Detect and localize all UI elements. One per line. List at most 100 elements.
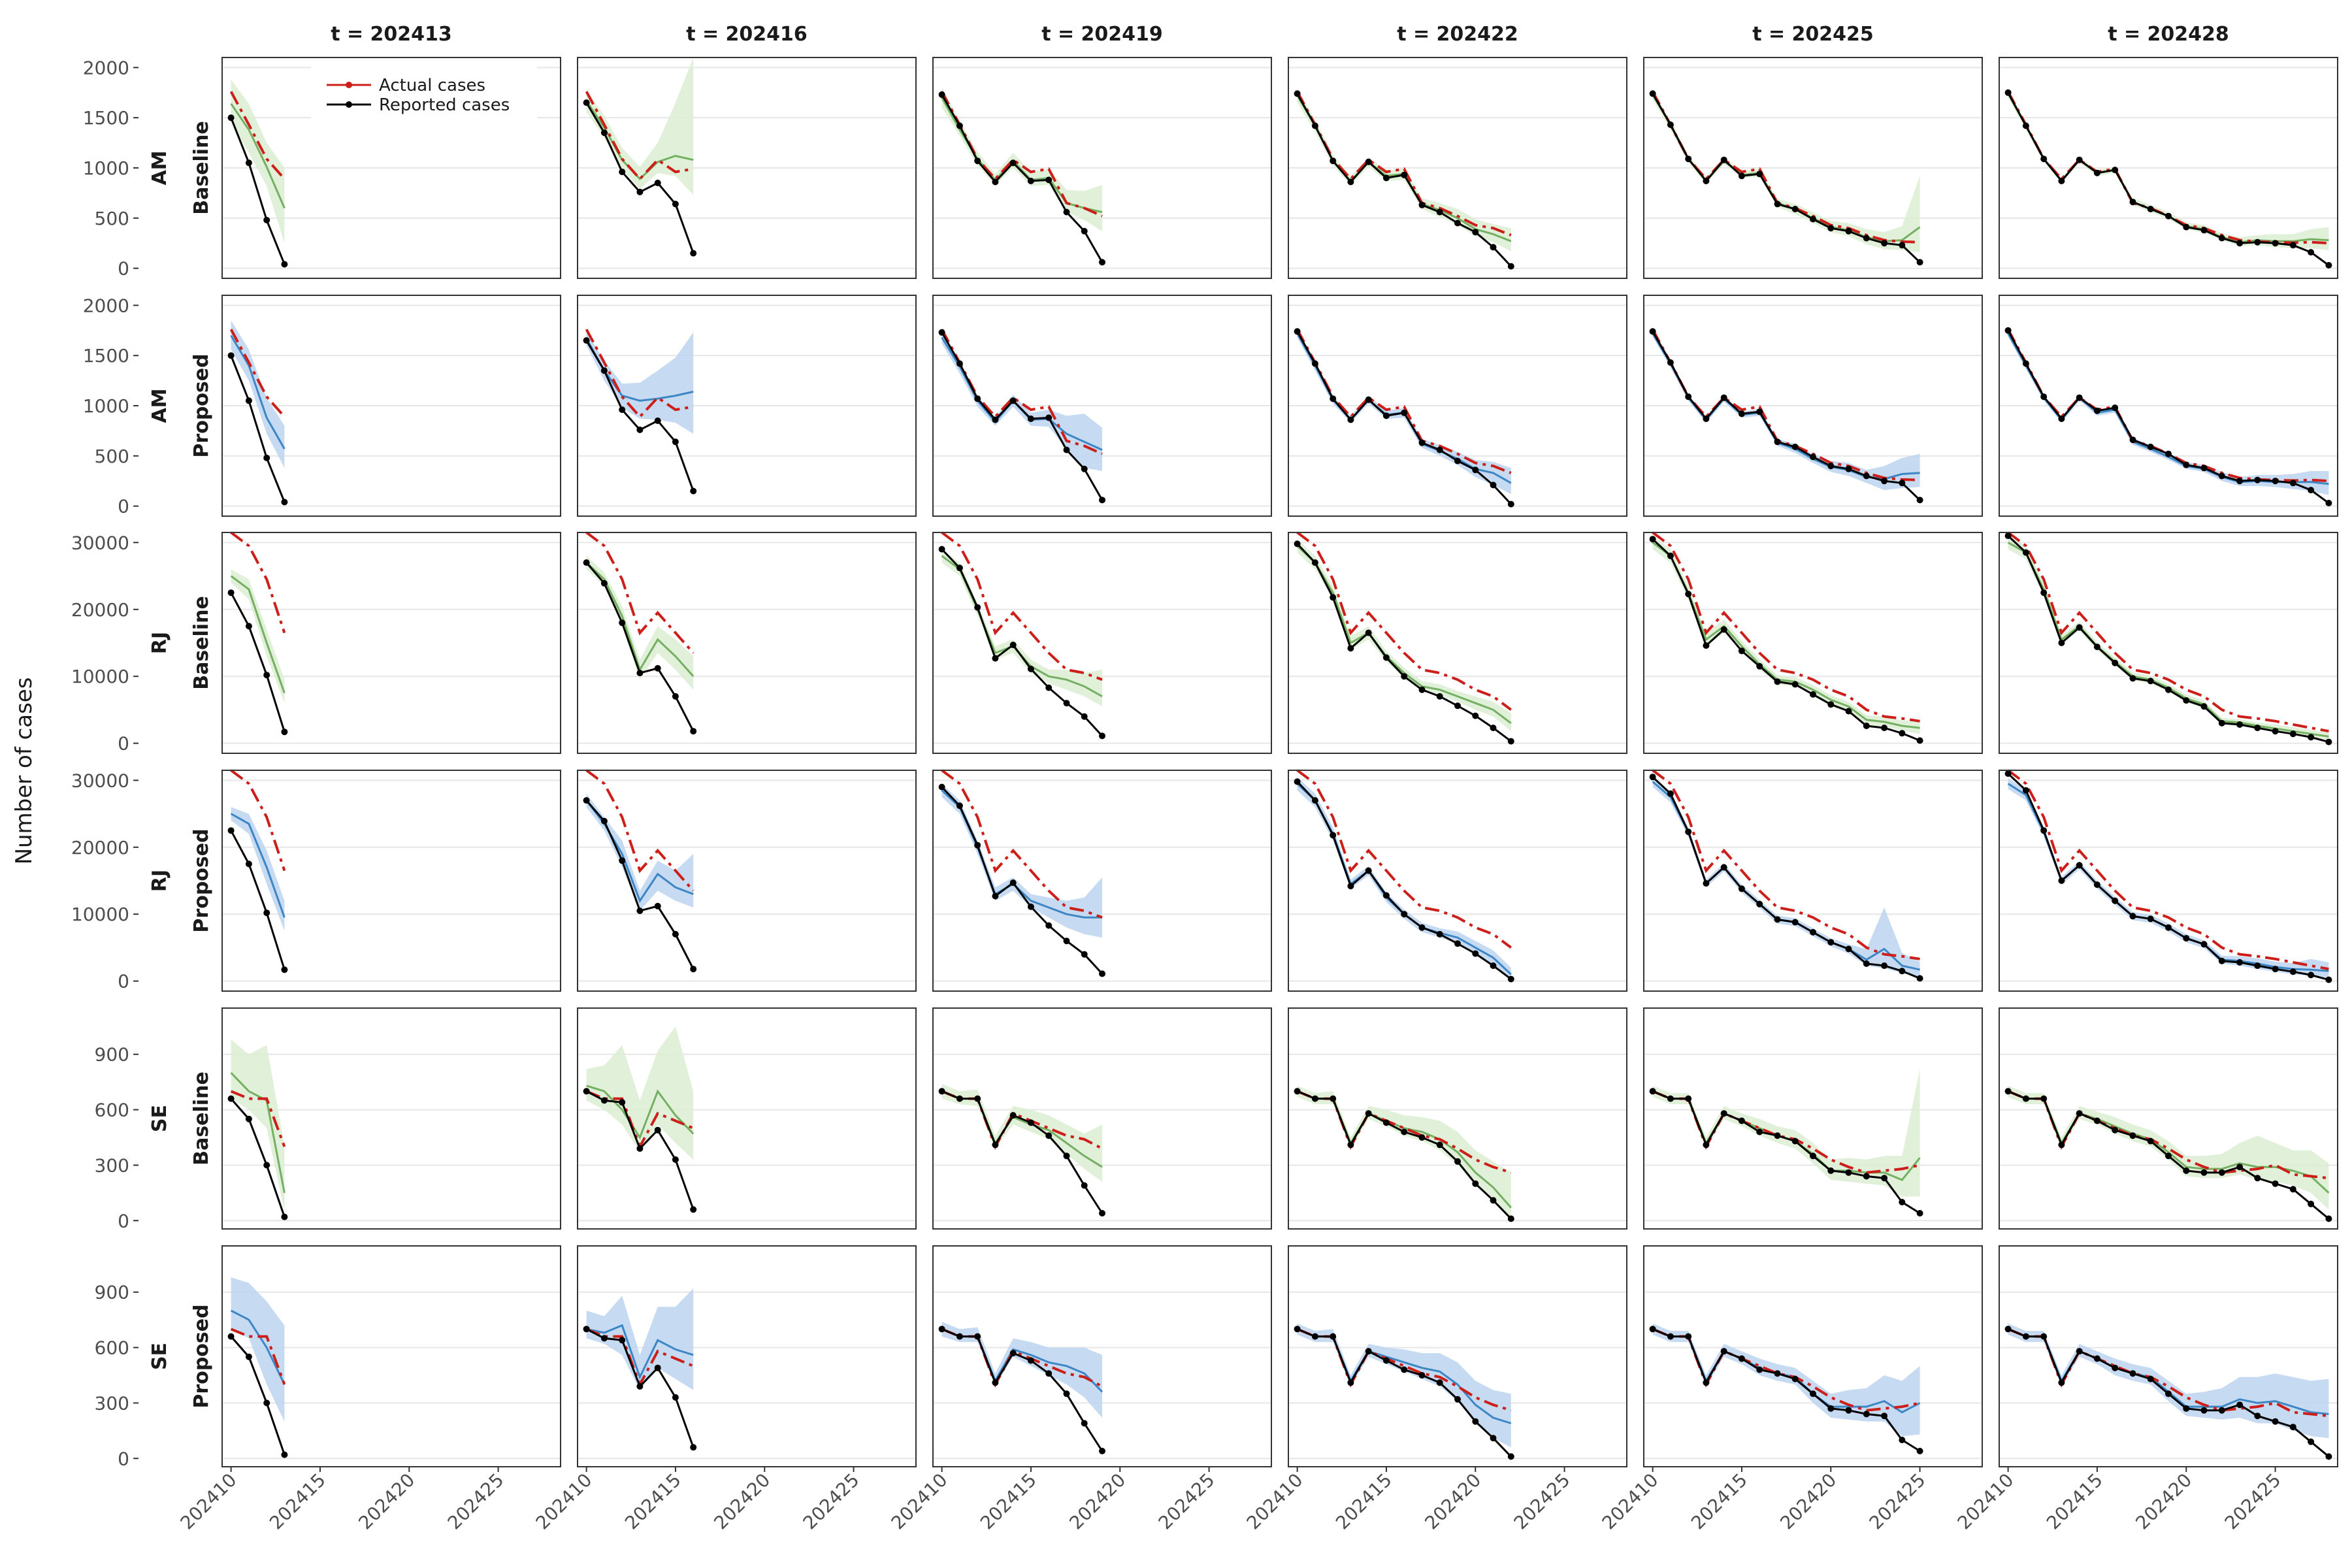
panel-border <box>1288 295 1627 517</box>
actual-cases-line <box>585 329 694 419</box>
reported-cases-point <box>2272 1418 2279 1425</box>
reported-cases-point <box>938 91 945 98</box>
reported-cases-point <box>956 802 963 809</box>
reported-cases-point <box>1720 156 1727 163</box>
panel-se-baseline-202422 <box>1288 1007 1627 1230</box>
reported-cases-point <box>1311 122 1318 129</box>
reported-cases-point <box>1365 629 1372 636</box>
reported-cases-point <box>281 498 288 506</box>
reported-cases-point <box>1009 642 1017 649</box>
y-tick-label: 2000 <box>83 57 129 78</box>
reported-cases-point <box>1472 466 1479 474</box>
reported-cases-point <box>227 1333 235 1340</box>
reported-cases-point <box>1347 1141 1354 1149</box>
reported-cases-point <box>227 1095 235 1102</box>
reported-cases-point <box>1045 922 1053 929</box>
reported-cases-point <box>1472 950 1479 957</box>
panel-border <box>1999 770 2338 992</box>
reported-cases-point <box>1774 438 1781 446</box>
reported-cases-point <box>690 1444 697 1451</box>
reported-cases-point <box>2058 178 2065 184</box>
reported-cases-point <box>245 159 252 167</box>
panel-border <box>932 532 1272 754</box>
baseline-nowcast-line <box>230 103 286 209</box>
reported-cases-point <box>1365 867 1372 874</box>
reported-cases-point <box>1063 938 1070 945</box>
reported-cases-point <box>1454 220 1461 227</box>
reported-cases-point <box>2147 915 2154 923</box>
reported-cases-point <box>2022 122 2029 129</box>
reported-cases-point <box>1009 159 1017 167</box>
reported-cases-point <box>583 1326 590 1333</box>
panel-background <box>222 532 561 753</box>
panel-rj-baseline-202422 <box>1288 531 1627 754</box>
reported-cases-point <box>619 406 626 414</box>
reported-cases-point <box>1009 1112 1017 1119</box>
panel-border <box>1288 1245 1627 1467</box>
reported-cases-point <box>1401 171 1408 178</box>
reported-cases-point <box>1418 201 1426 208</box>
reported-cases-point <box>2200 465 2208 472</box>
reported-cases-point <box>2147 1375 2154 1382</box>
reported-cases-point <box>992 1141 999 1149</box>
reported-cases-point <box>2076 394 2083 401</box>
y-tick-label: 600 <box>95 1100 129 1121</box>
reported-cases-point <box>1845 227 1852 235</box>
reported-cases-point <box>1382 1357 1390 1364</box>
reported-cases-point <box>1791 1375 1799 1382</box>
reported-cases-point <box>2236 959 2244 966</box>
panel-border <box>221 532 561 754</box>
reported-cases-point <box>227 114 235 122</box>
panel-background <box>1644 1246 1982 1467</box>
reported-cases-point <box>1027 1357 1034 1364</box>
reported-cases-point <box>1027 665 1034 672</box>
reported-cases-point <box>1347 883 1354 890</box>
panel-se-proposed-202419 <box>932 1245 1272 1467</box>
panel-border <box>1643 770 1983 992</box>
reported-cases-point <box>583 1088 590 1095</box>
reported-cases-point <box>1027 178 1034 184</box>
reported-cases-point <box>1916 737 1923 744</box>
reported-cases-point <box>281 1213 288 1220</box>
reported-cases-line <box>941 94 1103 263</box>
panel-am-proposed-202416 <box>577 295 917 517</box>
baseline-nowcast-line <box>586 1085 694 1140</box>
baseline-interval-band <box>1652 1069 1920 1197</box>
reported-cases-point <box>992 892 999 900</box>
reported-cases-point <box>1810 691 1816 698</box>
reported-cases-point <box>1810 453 1816 461</box>
reported-cases-point <box>281 261 288 268</box>
actual-cases-line <box>229 329 286 418</box>
baseline-nowcast-line <box>585 562 694 678</box>
reported-cases-point <box>1472 229 1479 236</box>
reported-cases-point <box>2058 640 2065 646</box>
reported-cases-point <box>1401 409 1408 416</box>
reported-cases-point <box>2112 659 2119 666</box>
reported-cases-point <box>2254 238 2261 246</box>
reported-cases-point <box>1347 645 1354 652</box>
reported-cases-point <box>1810 1390 1816 1397</box>
reported-cases-point <box>1667 1095 1674 1102</box>
reported-cases-point <box>1756 408 1763 416</box>
proposed-interval-band <box>1652 1323 1920 1437</box>
panel-am-proposed-202425 <box>1643 295 1983 517</box>
reported-cases-point <box>1774 678 1781 685</box>
baseline-nowcast-line <box>230 575 286 694</box>
reported-cases-point <box>1081 227 1088 235</box>
reported-cases-point <box>619 1337 626 1344</box>
panel-border <box>221 1245 561 1467</box>
reported-cases-point <box>690 966 697 973</box>
reported-cases-point <box>2200 941 2208 948</box>
reported-cases-point <box>2129 675 2136 682</box>
y-tick-label: 300 <box>95 1154 129 1176</box>
panel-am-proposed-202422 <box>1288 295 1627 517</box>
reported-cases-point <box>2165 212 2172 220</box>
reported-cases-point <box>2076 156 2083 163</box>
reported-cases-point <box>2004 1088 2012 1095</box>
panel-border <box>221 295 561 517</box>
reported-cases-point <box>2004 1326 2012 1333</box>
column-title: t = 202422 <box>1397 23 1518 46</box>
baseline-interval-band <box>1652 536 1920 734</box>
reported-cases-point <box>1863 235 1870 242</box>
reported-cases-point <box>1649 774 1656 781</box>
